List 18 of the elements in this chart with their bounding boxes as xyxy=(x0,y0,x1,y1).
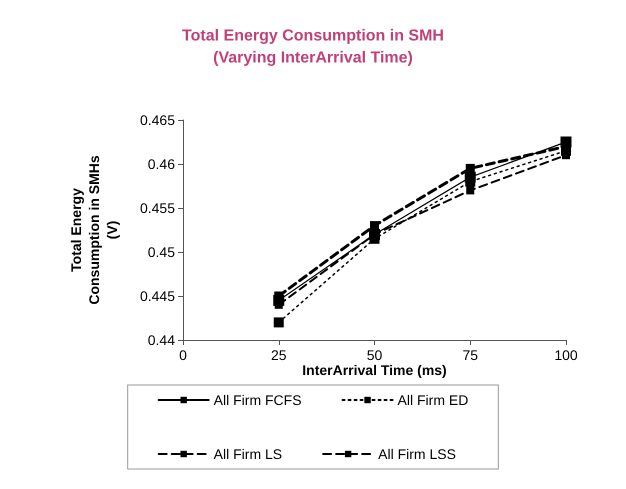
legend-label: All Firm ED xyxy=(398,392,468,408)
y-tick-label: 0.465 xyxy=(140,112,176,128)
x-tick-label: 25 xyxy=(270,347,287,363)
y-tick-label: 0.44 xyxy=(148,332,176,348)
legend-label: All Firm FCFS xyxy=(214,392,302,408)
chart-title: Total Energy Consumption in SMH (Varying InterArrival Time) xyxy=(182,28,444,66)
x-tick-label: 50 xyxy=(366,347,382,363)
x-tick-label: 75 xyxy=(462,347,478,363)
x-tick-label: 0 xyxy=(179,347,188,363)
x-axis-title: InterArrival Time (ms) xyxy=(302,362,447,378)
y-axis-title: Total Energy Consumption in SMHs (V) xyxy=(68,155,120,305)
y-tick-label: 0.46 xyxy=(148,156,176,172)
legend-label: All Firm LSS xyxy=(378,446,456,462)
legend-label: All Firm LS xyxy=(214,446,282,462)
y-tick-label: 0.455 xyxy=(140,200,176,216)
y-tick-label: 0.445 xyxy=(140,288,176,304)
x-tick-label: 100 xyxy=(554,347,578,363)
y-tick-label: 0.45 xyxy=(148,244,176,260)
